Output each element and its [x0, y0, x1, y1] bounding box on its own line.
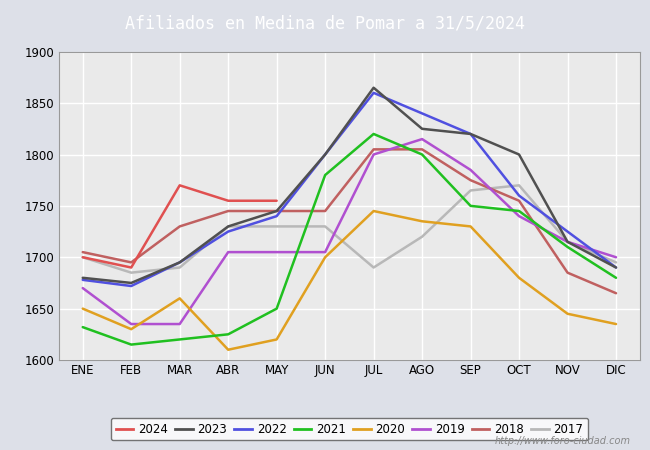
Text: Afiliados en Medina de Pomar a 31/5/2024: Afiliados en Medina de Pomar a 31/5/2024: [125, 14, 525, 33]
Text: http://www.foro-ciudad.com: http://www.foro-ciudad.com: [495, 436, 630, 446]
Legend: 2024, 2023, 2022, 2021, 2020, 2019, 2018, 2017: 2024, 2023, 2022, 2021, 2020, 2019, 2018…: [111, 418, 588, 441]
